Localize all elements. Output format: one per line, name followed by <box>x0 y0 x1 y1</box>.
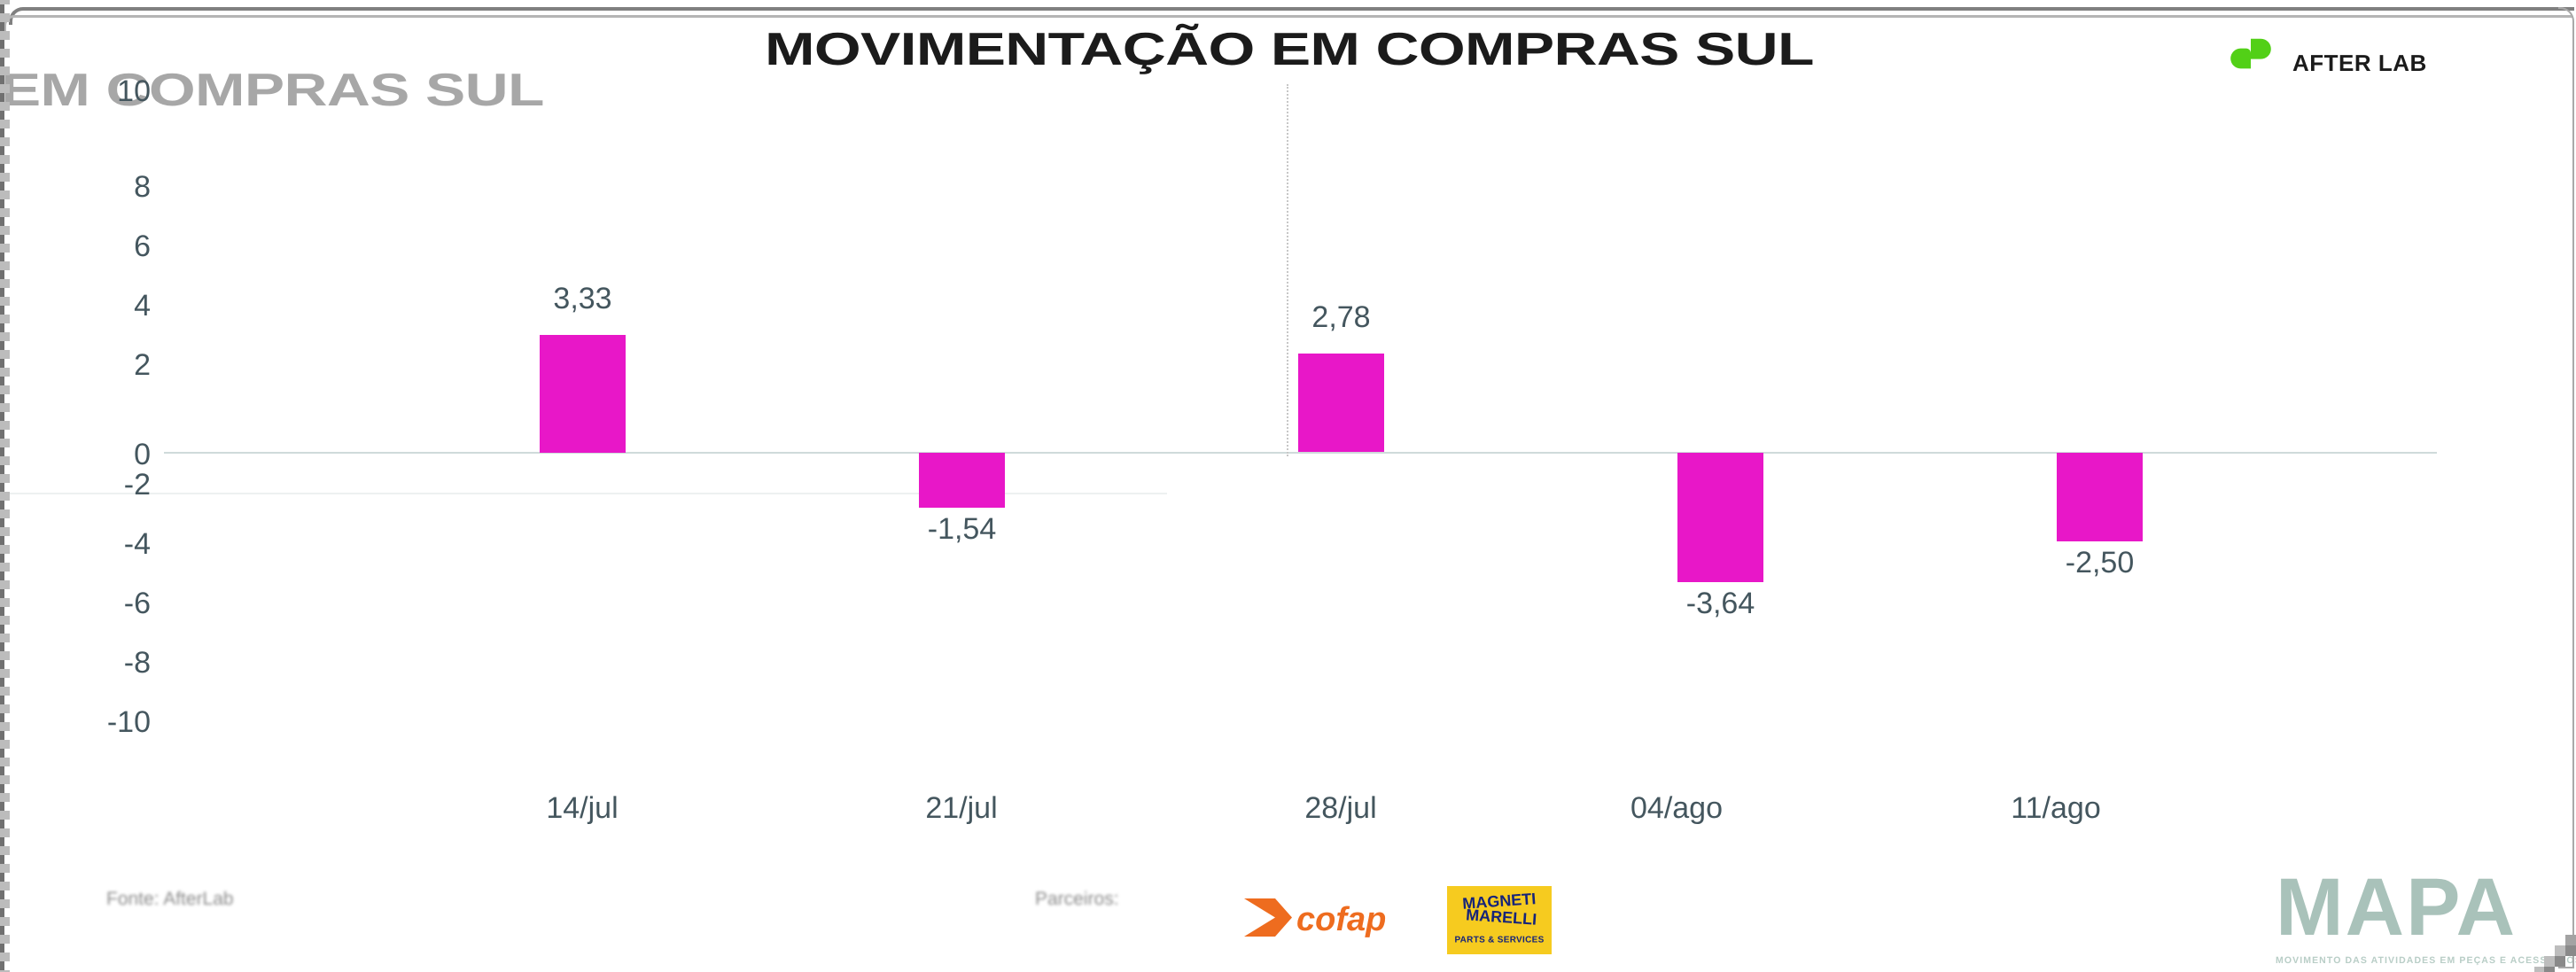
svg-text:MARELLI: MARELLI <box>1466 906 1537 929</box>
svg-text:cofap: cofap <box>1296 901 1386 938</box>
